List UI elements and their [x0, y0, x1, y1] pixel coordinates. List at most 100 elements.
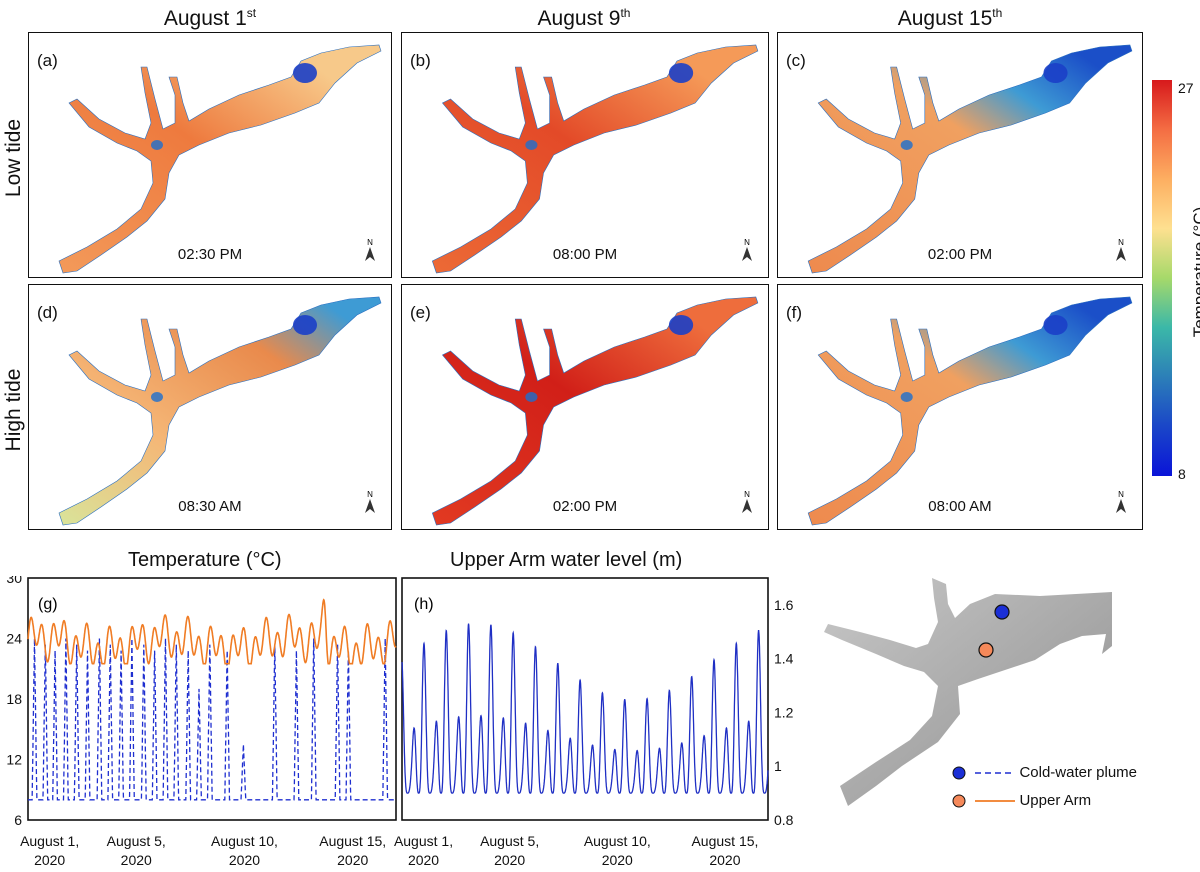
chart-g: (g) 30 24 18 12 6 — [6, 576, 397, 826]
estuary-water — [58, 44, 382, 274]
inset-estuary-shape — [824, 578, 1112, 806]
map-panel-c: (c) 02:00 PM N — [777, 32, 1143, 278]
north-label: N — [744, 490, 750, 499]
legend-cold-water-plume: Cold-water plume — [951, 764, 1137, 782]
chart-h: (h) 1.6 1.4 1.2 1 0.8 — [401, 577, 794, 826]
panel-label: (b) — [410, 51, 431, 70]
north-arrow-icon: N — [740, 488, 754, 519]
col-title-aug9: August 9th — [537, 6, 631, 30]
chart-h-panel-label: (h) — [414, 596, 434, 613]
north-label: N — [367, 490, 373, 499]
row-title-high-tide: High tide — [2, 368, 25, 452]
col-title-aug15: August 15th — [897, 6, 1003, 30]
legend-label: Upper Arm — [1019, 792, 1092, 810]
estuary-water — [431, 296, 759, 526]
map-panel-d: (d) 08:30 AM N — [28, 284, 392, 530]
panel-time: 02:00 PM — [552, 498, 618, 515]
chart-h-title: Upper Arm water level (m) — [450, 549, 683, 571]
panel-time: 08:30 AM — [178, 498, 242, 515]
north-arrow-icon: N — [363, 236, 377, 267]
marker-upper-arm — [978, 642, 994, 658]
estuary-water — [431, 44, 759, 274]
cold-plume-spot — [668, 315, 694, 335]
north-label: N — [367, 238, 373, 247]
colorbar-max: 27 — [1178, 80, 1194, 96]
marker-cold-water-plume — [994, 604, 1010, 620]
colorbar-title: Temperature (°C) — [1190, 206, 1200, 338]
panel-label: (e) — [410, 303, 431, 322]
legend-label: Cold-water plume — [1019, 764, 1137, 782]
north-label: N — [744, 238, 750, 247]
y-tick-label: 1 — [774, 758, 782, 774]
series-upper-arm — [27, 598, 397, 665]
y-tick-label: 6 — [14, 812, 22, 826]
panel-time: 02:30 PM — [177, 246, 243, 263]
panel-label: (d) — [37, 303, 58, 322]
legend-upper-arm: Upper Arm — [951, 792, 1091, 810]
estuary-map — [807, 44, 1133, 274]
x-tick-label: August 15, 2020 — [691, 833, 759, 868]
colorbar-min: 8 — [1178, 466, 1186, 482]
map-panel-b: (b) 08:00 PM N — [401, 32, 769, 278]
x-tick-label: August 1, 2020 — [20, 833, 80, 868]
col-title-aug1: August 1st — [163, 6, 257, 30]
estuary-map — [58, 296, 382, 526]
x-tick-label: August 15, 2020 — [319, 833, 387, 868]
panel-label: (f) — [786, 303, 803, 322]
panel-label: (a) — [37, 51, 58, 70]
series-water-level — [401, 623, 769, 794]
x-tick-label: August 5, 2020 — [106, 833, 166, 868]
estuary-map — [58, 44, 382, 274]
north-arrow-icon: N — [1114, 488, 1128, 519]
x-tick-label: August 1, 2020 — [393, 833, 454, 868]
series-cold-water-plume — [28, 638, 396, 801]
row-title-low-tide: Low tide — [2, 118, 25, 198]
panel-time: 08:00 PM — [552, 246, 618, 263]
inset-map — [824, 578, 1112, 806]
y-tick-label: 30 — [6, 576, 22, 586]
cold-plume-spot — [293, 63, 317, 83]
panel-time: 02:00 PM — [927, 246, 993, 263]
panel-label: (c) — [786, 51, 806, 70]
y-tick-label: 18 — [6, 691, 22, 707]
colorbar — [1152, 80, 1172, 476]
estuary-water — [807, 44, 1133, 274]
cold-plume-spot — [1043, 63, 1068, 83]
panel-time: 08:00 AM — [928, 498, 992, 515]
cold-spot — [900, 392, 913, 402]
estuary-water — [58, 296, 382, 526]
map-panel-e: (e) 02:00 PM N — [401, 284, 769, 530]
x-tick-label: August 10, 2020 — [211, 833, 278, 868]
north-label: N — [1118, 490, 1124, 499]
chart-g-panel-label: (g) — [38, 596, 58, 613]
map-panel-f: (f) 08:00 AM N — [777, 284, 1143, 530]
x-tick-label: August 5, 2020 — [480, 833, 540, 868]
chart-g-title: Temperature (°C) — [128, 549, 282, 571]
x-tick-label: August 10, 2020 — [583, 833, 651, 868]
cold-spot — [900, 140, 913, 150]
north-label: N — [1118, 238, 1124, 247]
estuary-map — [807, 296, 1133, 526]
y-tick-label: 1.4 — [774, 651, 794, 667]
cold-spot — [525, 392, 538, 402]
estuary-water — [807, 296, 1133, 526]
estuary-map — [431, 296, 759, 526]
y-tick-label: 1.6 — [774, 597, 794, 613]
cold-spot — [151, 392, 163, 402]
estuary-map — [431, 44, 759, 274]
y-tick-label: 24 — [6, 631, 22, 647]
cold-spot — [151, 140, 163, 150]
legend-upper-icon — [952, 794, 1015, 808]
y-tick-label: 12 — [6, 752, 22, 768]
y-tick-label: 0.8 — [774, 812, 794, 826]
y-tick-label: 1.2 — [774, 704, 794, 720]
cold-spot — [525, 140, 538, 150]
north-arrow-icon: N — [363, 488, 377, 519]
cold-plume-spot — [293, 315, 317, 335]
north-arrow-icon: N — [740, 236, 754, 267]
cold-plume-spot — [1043, 315, 1068, 335]
north-arrow-icon: N — [1114, 236, 1128, 267]
map-panel-a: (a) 02:30 PM N — [28, 32, 392, 278]
cold-plume-spot — [668, 63, 694, 83]
legend-plume-icon — [952, 766, 1015, 780]
